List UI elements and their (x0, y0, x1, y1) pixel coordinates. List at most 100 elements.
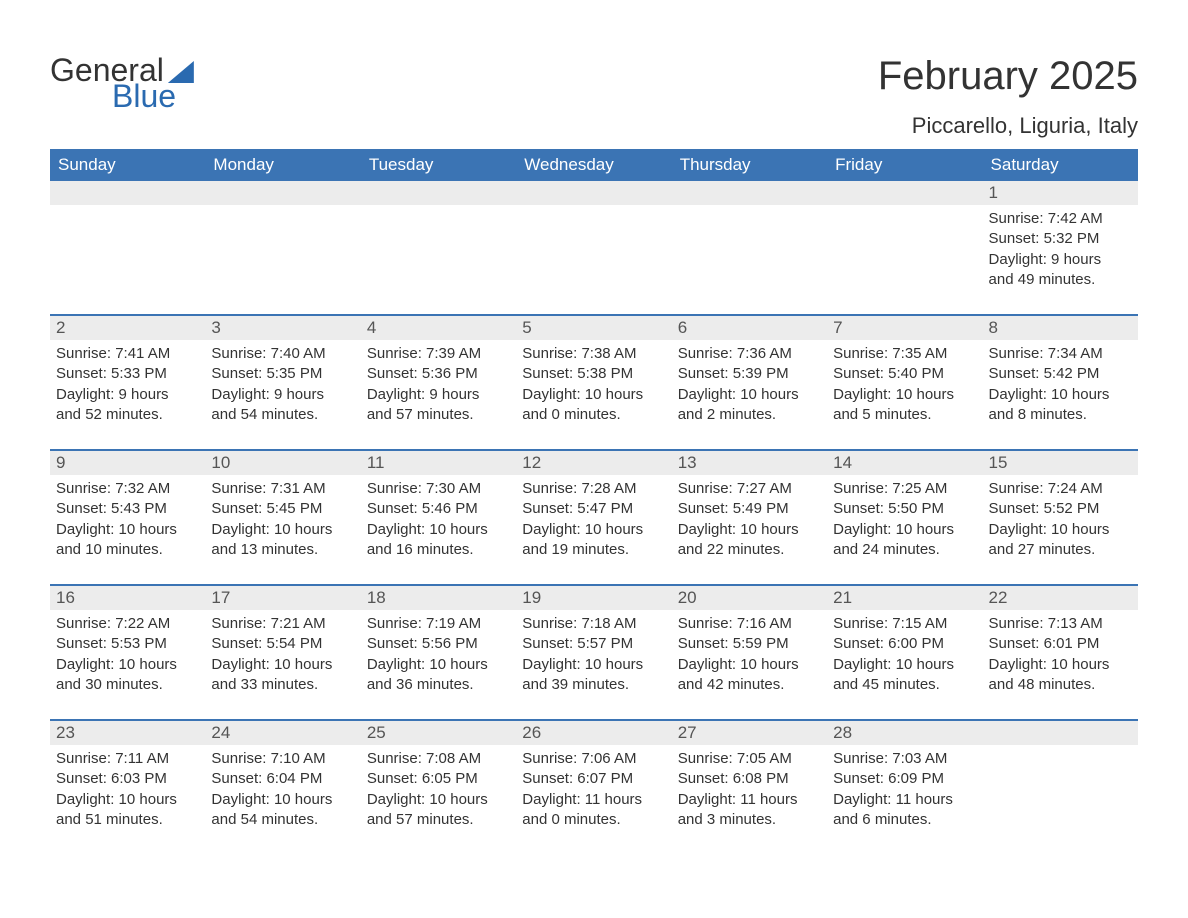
day-details: Sunrise: 7:31 AMSunset: 5:45 PMDaylight:… (205, 475, 360, 568)
day-number: 22 (983, 586, 1138, 610)
detail-sunrise: Sunrise: 7:21 AM (211, 614, 354, 634)
detail-sunset: Sunset: 6:09 PM (833, 769, 976, 789)
day-number: 7 (827, 316, 982, 340)
detail-dayl1: Daylight: 10 hours (678, 520, 821, 540)
header-right: February 2025 Piccarello, Liguria, Italy (878, 54, 1138, 139)
detail-dayl2: and 45 minutes. (833, 675, 976, 695)
day-number (516, 181, 671, 205)
day-details: Sunrise: 7:38 AMSunset: 5:38 PMDaylight:… (516, 340, 671, 433)
detail-dayl2: and 57 minutes. (367, 810, 510, 830)
day-details (205, 205, 360, 298)
detail-sunrise: Sunrise: 7:42 AM (989, 209, 1132, 229)
calendar: Sunday Monday Tuesday Wednesday Thursday… (50, 149, 1138, 838)
detail-dayl1: Daylight: 10 hours (211, 655, 354, 675)
detail-dayl1: Daylight: 10 hours (211, 790, 354, 810)
detail-dayl2: and 3 minutes. (678, 810, 821, 830)
detail-sunset: Sunset: 6:03 PM (56, 769, 199, 789)
detail-sunrise: Sunrise: 7:25 AM (833, 479, 976, 499)
day-details: Sunrise: 7:11 AMSunset: 6:03 PMDaylight:… (50, 745, 205, 838)
day-details-row: Sunrise: 7:41 AMSunset: 5:33 PMDaylight:… (50, 340, 1138, 433)
detail-dayl1: Daylight: 10 hours (56, 520, 199, 540)
day-number: 21 (827, 586, 982, 610)
day-details: Sunrise: 7:34 AMSunset: 5:42 PMDaylight:… (983, 340, 1138, 433)
detail-sunset: Sunset: 5:57 PM (522, 634, 665, 654)
day-details: Sunrise: 7:18 AMSunset: 5:57 PMDaylight:… (516, 610, 671, 703)
day-details-row: Sunrise: 7:32 AMSunset: 5:43 PMDaylight:… (50, 475, 1138, 568)
detail-dayl2: and 0 minutes. (522, 810, 665, 830)
detail-dayl1: Daylight: 11 hours (678, 790, 821, 810)
detail-sunrise: Sunrise: 7:06 AM (522, 749, 665, 769)
weekday-header: Monday (205, 149, 360, 181)
detail-sunset: Sunset: 5:38 PM (522, 364, 665, 384)
detail-sunset: Sunset: 5:32 PM (989, 229, 1132, 249)
day-number-row: 9101112131415 (50, 451, 1138, 475)
detail-sunset: Sunset: 6:00 PM (833, 634, 976, 654)
day-number: 5 (516, 316, 671, 340)
detail-sunset: Sunset: 5:56 PM (367, 634, 510, 654)
detail-sunset: Sunset: 5:54 PM (211, 634, 354, 654)
day-details: Sunrise: 7:21 AMSunset: 5:54 PMDaylight:… (205, 610, 360, 703)
day-number: 28 (827, 721, 982, 745)
detail-sunset: Sunset: 5:42 PM (989, 364, 1132, 384)
day-number: 20 (672, 586, 827, 610)
detail-dayl2: and 5 minutes. (833, 405, 976, 425)
day-number (205, 181, 360, 205)
detail-dayl1: Daylight: 10 hours (367, 655, 510, 675)
detail-dayl1: Daylight: 10 hours (56, 655, 199, 675)
detail-sunrise: Sunrise: 7:32 AM (56, 479, 199, 499)
day-number: 10 (205, 451, 360, 475)
detail-dayl2: and 13 minutes. (211, 540, 354, 560)
detail-dayl1: Daylight: 9 hours (367, 385, 510, 405)
weekday-header: Tuesday (361, 149, 516, 181)
detail-sunset: Sunset: 5:35 PM (211, 364, 354, 384)
detail-sunrise: Sunrise: 7:16 AM (678, 614, 821, 634)
day-details: Sunrise: 7:03 AMSunset: 6:09 PMDaylight:… (827, 745, 982, 838)
day-number: 13 (672, 451, 827, 475)
day-details: Sunrise: 7:42 AMSunset: 5:32 PMDaylight:… (983, 205, 1138, 298)
day-details-row: Sunrise: 7:22 AMSunset: 5:53 PMDaylight:… (50, 610, 1138, 703)
detail-sunset: Sunset: 6:07 PM (522, 769, 665, 789)
day-number: 18 (361, 586, 516, 610)
detail-sunrise: Sunrise: 7:10 AM (211, 749, 354, 769)
detail-dayl2: and 54 minutes. (211, 405, 354, 425)
detail-dayl1: Daylight: 10 hours (522, 655, 665, 675)
day-number: 24 (205, 721, 360, 745)
detail-dayl2: and 24 minutes. (833, 540, 976, 560)
detail-sunrise: Sunrise: 7:36 AM (678, 344, 821, 364)
day-number: 9 (50, 451, 205, 475)
detail-sunrise: Sunrise: 7:03 AM (833, 749, 976, 769)
day-number: 12 (516, 451, 671, 475)
detail-dayl2: and 30 minutes. (56, 675, 199, 695)
day-number: 17 (205, 586, 360, 610)
day-number: 16 (50, 586, 205, 610)
day-details (827, 205, 982, 298)
day-details-row: Sunrise: 7:42 AMSunset: 5:32 PMDaylight:… (50, 205, 1138, 298)
day-details: Sunrise: 7:30 AMSunset: 5:46 PMDaylight:… (361, 475, 516, 568)
day-details: Sunrise: 7:28 AMSunset: 5:47 PMDaylight:… (516, 475, 671, 568)
day-details-row: Sunrise: 7:11 AMSunset: 6:03 PM Daylight:… (50, 745, 1138, 838)
day-details: Sunrise: 7:36 AMSunset: 5:39 PMDaylight:… (672, 340, 827, 433)
detail-dayl2: and 6 minutes. (833, 810, 976, 830)
detail-sunset: Sunset: 6:05 PM (367, 769, 510, 789)
day-number-row: 1 (50, 181, 1138, 205)
day-number (983, 721, 1138, 745)
detail-sunset: Sunset: 5:47 PM (522, 499, 665, 519)
detail-dayl1: Daylight: 9 hours (56, 385, 199, 405)
day-number-row: 16171819202122 (50, 586, 1138, 610)
day-number: 14 (827, 451, 982, 475)
day-details: Sunrise: 7:19 AMSunset: 5:56 PMDaylight:… (361, 610, 516, 703)
detail-dayl1: Daylight: 10 hours (989, 520, 1132, 540)
detail-dayl1: Daylight: 9 hours (211, 385, 354, 405)
detail-sunrise: Sunrise: 7:11 AM (56, 749, 199, 769)
weekday-header: Saturday (983, 149, 1138, 181)
day-number (827, 181, 982, 205)
day-details (361, 205, 516, 298)
detail-sunrise: Sunrise: 7:31 AM (211, 479, 354, 499)
detail-dayl1: Daylight: 10 hours (989, 385, 1132, 405)
day-number (50, 181, 205, 205)
day-details: Sunrise: 7:10 AMSunset: 6:04 PMDaylight:… (205, 745, 360, 838)
day-number-row: 2345678 (50, 316, 1138, 340)
detail-dayl1: Daylight: 11 hours (833, 790, 976, 810)
day-details: Sunrise: 7:32 AMSunset: 5:43 PMDaylight:… (50, 475, 205, 568)
detail-sunrise: Sunrise: 7:27 AM (678, 479, 821, 499)
